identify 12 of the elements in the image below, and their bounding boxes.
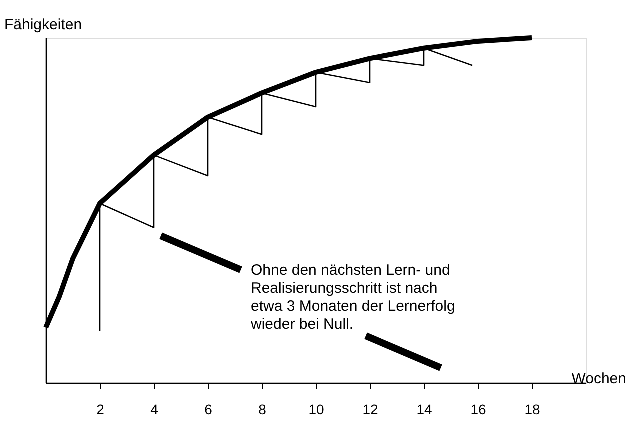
x-tick-label: 14 (416, 402, 432, 418)
x-tick-label: 2 (96, 402, 105, 418)
x-tick-label: 18 (524, 402, 540, 418)
x-tick-label: 6 (204, 402, 213, 418)
x-axis-title: Wochen (572, 370, 626, 388)
x-tick-label: 8 (258, 402, 267, 418)
x-tick-label: 10 (308, 402, 324, 418)
y-axis-title: Fähigkeiten (4, 16, 82, 34)
annotation: Ohne den nächsten Lern- und Realisierungsschritt ist nach etwa 3 Monaten der Lernerfolg wieder bei Null. (250, 262, 456, 333)
x-tick-label: 4 (150, 402, 159, 418)
x-tick-label: 16 (470, 402, 486, 418)
x-tick-label: 12 (362, 402, 378, 418)
